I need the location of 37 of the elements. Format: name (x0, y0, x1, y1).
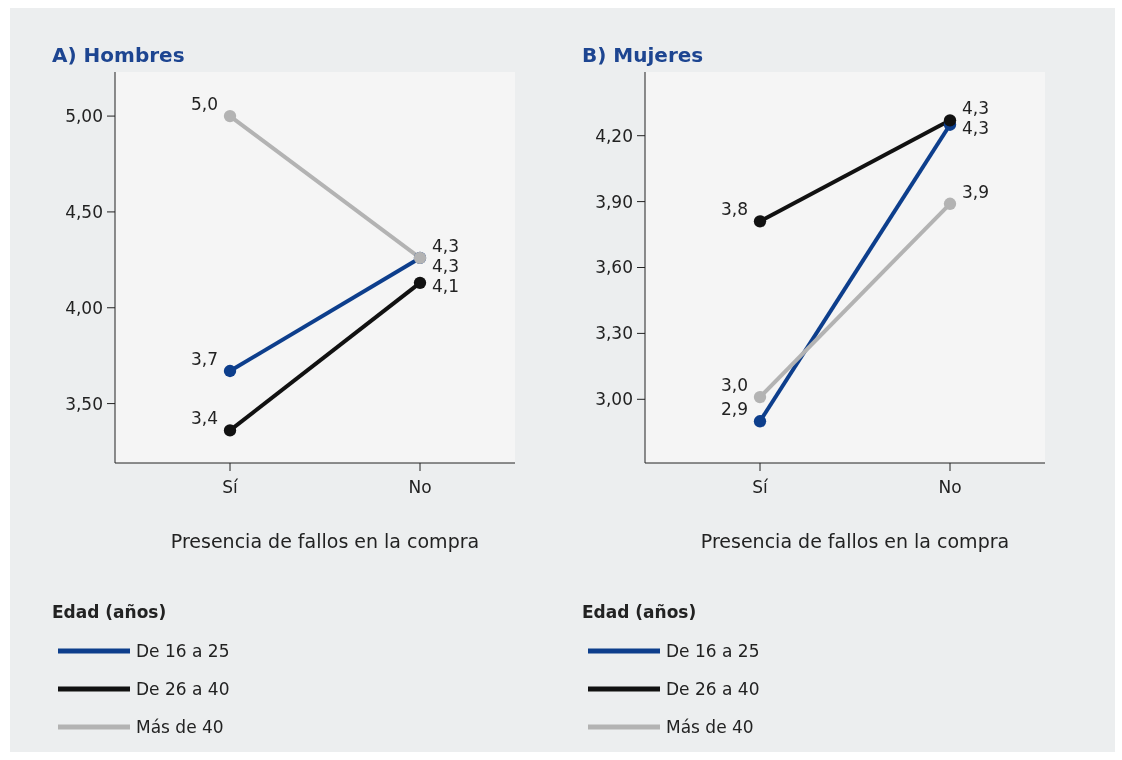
y-tick-label: 3,50 (65, 393, 103, 414)
legend-title: Edad (años) (582, 602, 697, 622)
y-tick-label: 3,30 (595, 323, 633, 344)
data-label: 4,3 (962, 118, 990, 139)
data-label: 3,7 (190, 349, 218, 369)
data-label: 2,9 (720, 399, 748, 420)
legend-label: De 16 a 25 (136, 640, 230, 661)
data-label: 3,8 (720, 199, 748, 220)
data-label: 3,0 (720, 375, 748, 396)
chart-title: B) Mujeres (582, 43, 704, 67)
legend-label: Más de 40 (136, 716, 224, 737)
y-tick-label: 5,00 (65, 106, 103, 127)
y-tick-label: 4,20 (595, 125, 633, 146)
y-tick-label: 4,50 (65, 201, 103, 222)
legend-label: De 26 a 40 (136, 678, 230, 699)
x-tick-label: No (408, 477, 432, 497)
chart-title: A) Hombres (52, 43, 185, 67)
legend-label: Más de 40 (666, 716, 754, 737)
data-label: 3,4 (190, 408, 218, 429)
x-tick-label: Sí (752, 477, 770, 497)
data-label: 3,9 (962, 181, 990, 202)
x-tick-label: No (938, 477, 962, 497)
y-tick-label: 3,60 (595, 257, 633, 278)
y-tick-label: 4,00 (65, 297, 103, 318)
legend-label: De 16 a 25 (666, 640, 760, 661)
x-axis-title: Presencia de fallos en la compra (700, 530, 1010, 552)
data-label: 4,3 (432, 235, 460, 256)
x-axis-title: Presencia de fallos en la compra (170, 530, 480, 552)
legend-title: Edad (años) (52, 602, 167, 622)
data-label: 4,1 (432, 275, 460, 296)
y-tick-label: 3,00 (595, 389, 633, 410)
legend-label: De 26 a 40 (666, 678, 760, 699)
data-label: 5,0 (190, 94, 218, 115)
y-tick-label: 3,90 (595, 191, 633, 212)
data-label: 4,3 (432, 255, 460, 276)
x-tick-label: Sí (222, 477, 240, 497)
data-label: 4,3 (962, 98, 990, 119)
